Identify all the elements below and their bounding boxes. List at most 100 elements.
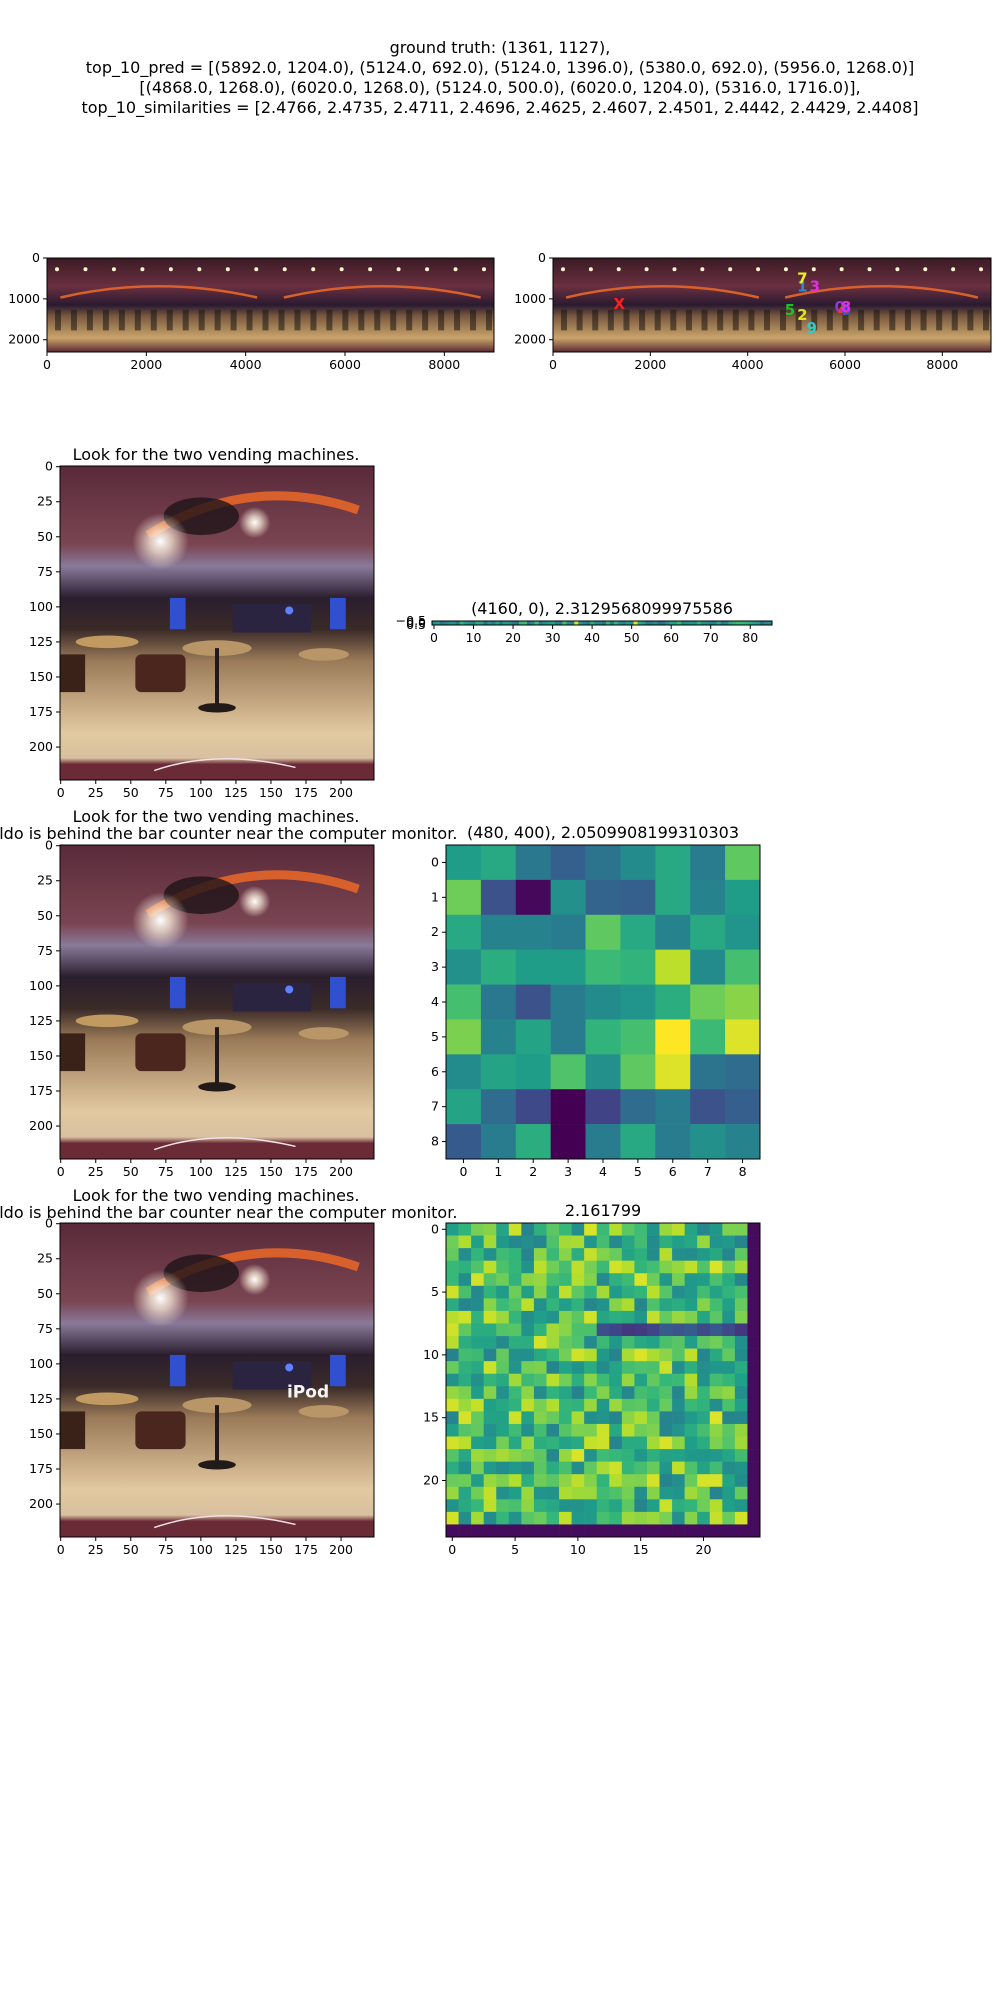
crop-panel-3-ytick-label: 75 [37,1321,53,1336]
grid-25x25-cell [496,1260,510,1274]
grid-25x25-cell [521,1336,535,1349]
grid-25x25-cell [596,1336,610,1349]
crop-panel-2-ytick-label: 50 [37,908,53,923]
crop-panel-2-floor-logo [153,1136,296,1151]
crop-panel-2-xtick-label: 175 [294,1164,318,1179]
grid-25x25-cell [571,1449,585,1462]
crop-panel-1-table-leg [215,648,219,705]
grid-25x25-cell [458,1499,472,1513]
grid-25x25-cell [483,1524,497,1538]
grid-9x9-cell [446,845,482,881]
grid-25x25-cell [546,1323,560,1337]
grid-25x25-cell [684,1298,698,1312]
strip-heatmap-cell [499,621,504,625]
grid-25x25-cell [646,1511,660,1525]
strip-heatmap-cell [617,621,623,625]
grid-25x25-cell [609,1511,623,1525]
grid-25x25-cell [508,1361,522,1375]
strip-heatmap-panel: (4160, 0), 2.3129568099975586 0 10 20 30 40 50… [396,599,773,645]
grid-25x25-cell [659,1423,673,1437]
panorama-pred-panel-chair [607,309,614,331]
panorama-pred-panel-ceiling-light [979,267,983,272]
grid-25x25-cell [621,1310,635,1324]
grid-25x25-cell [533,1348,547,1362]
grid-25x25-cell [471,1436,484,1450]
crop-panel-3-frame [59,1222,375,1538]
grid-25x25-cell [508,1248,522,1261]
grid-9x9-cell [446,984,482,1020]
crop-panel-3-ytick-label: 50 [37,1286,53,1301]
crop-panel-3-table-leg [215,1405,219,1462]
grid-25x25-cell [596,1386,610,1400]
strip-heatmap-cell [673,621,678,625]
grid-9x9-cell [620,1089,656,1125]
panorama-panel-chair [278,309,285,331]
grid-25x25-cell [508,1449,522,1462]
grid-25x25-cell [521,1423,535,1437]
grid-25x25-cell [697,1273,711,1287]
grid-25x25-cell [471,1323,484,1337]
grid-25x25-cell [546,1373,560,1387]
prediction-marker-4: 4 [838,301,848,319]
panorama-panel-chair [438,309,445,331]
crop-panel-1-ytick-label: 50 [37,529,53,544]
grid-9x9-cell [446,1054,482,1090]
prediction-marker-8: 8 [841,298,851,316]
grid-25x25-cell [672,1423,685,1437]
crop-panel-2-ytick-label: 150 [29,1048,53,1063]
crop-panel-1-ceiling-light [132,513,189,570]
grid-25x25-cell [571,1310,585,1324]
grid-25x25-cell [483,1336,497,1349]
panorama-panel-ceiling-light [55,267,59,272]
grid-25x25-cell [446,1449,459,1462]
panorama-panel-chair [374,309,381,331]
grid-25x25-cell [634,1298,648,1312]
grid-25x25-cell [546,1336,560,1349]
grid-25x25-cell [734,1449,748,1462]
panorama-pred-panel-ceiling-light [672,267,677,272]
grid-25x25-cell [533,1486,547,1500]
grid-25x25-cell [747,1223,761,1236]
panorama-panel-xtick-label: 4000 [230,357,262,372]
strip-heatmap-cell [471,621,476,625]
grid-25x25-cell [672,1260,685,1274]
crop-panel-2-table-leg [215,1027,219,1084]
grid-25x25-cell [659,1348,673,1362]
grid-25x25-cell [646,1260,660,1274]
crop-panel-1-floor-logo [153,757,296,772]
grid-9x9-cell [585,1089,621,1125]
grid-9x9-cell [515,984,551,1020]
crop-panel-3-bar-light [285,1363,294,1372]
panorama-pred-panel-chair [983,309,989,331]
panorama-pred-panel-chair [795,309,802,331]
grid-25x25-cell [508,1348,522,1362]
grid-25x25-cell [496,1298,510,1312]
grid-25x25-cell [672,1373,685,1387]
grid-25x25-cell [571,1461,585,1475]
grid-25x25-cell [621,1348,635,1362]
grid-25x25-cell [496,1511,510,1525]
grid-25x25-cell [521,1273,535,1287]
grid-25x25-cell [672,1361,685,1375]
strip-heatmap-cell [554,621,559,625]
panorama-panel-xtick-label: 2000 [130,357,162,372]
grid-25x25-cell [596,1310,610,1324]
strip-heatmap-cell [495,621,500,625]
grid-25x25-cell [596,1235,610,1249]
prediction-marker-2: 2 [797,306,807,324]
grid-9x9-xtick-label: 2 [529,1164,537,1179]
grid-9x9-title: (480, 400), 2.0509908199310303 [467,823,739,842]
grid-9x9-cell [480,1124,517,1160]
grid-25x25-cell [584,1223,598,1236]
grid-9x9-cell [515,949,551,985]
crop-panel-2-ytick-label: 200 [29,1118,53,1133]
grid-25x25-cell [709,1260,723,1274]
grid-9x9-cell [725,1054,761,1090]
grid-25x25-cell [584,1411,598,1425]
grid-25x25-cell [458,1449,472,1462]
grid-25x25-cell [684,1511,698,1525]
grid-25x25-cell [483,1373,497,1387]
grid-25x25-cell [584,1524,598,1538]
strip-heatmap-cell [637,621,642,625]
